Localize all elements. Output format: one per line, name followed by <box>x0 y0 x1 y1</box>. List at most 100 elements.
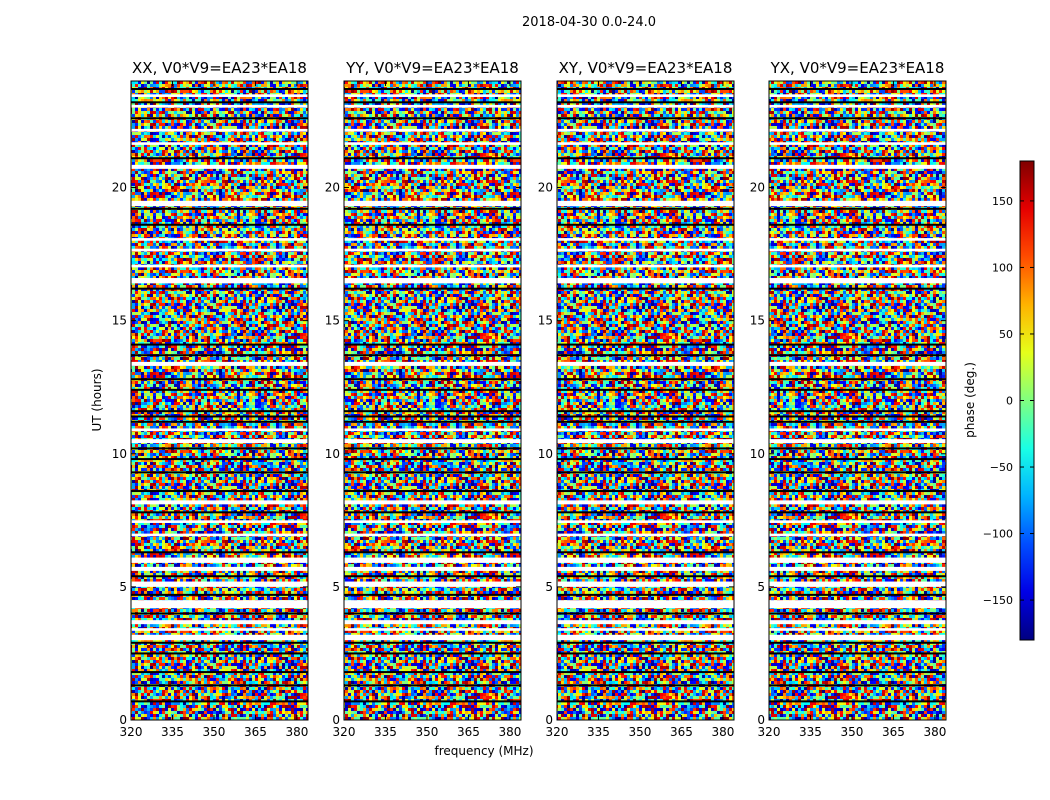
flagged-row <box>131 415 308 418</box>
gap-row <box>769 164 946 169</box>
flagged-row <box>769 157 946 160</box>
gap-row <box>557 628 734 631</box>
flagged-row <box>557 223 734 226</box>
gap-row <box>131 566 308 571</box>
gap-row <box>557 200 734 207</box>
gap-row <box>769 600 946 609</box>
flagged-row <box>344 671 521 674</box>
flagged-row <box>344 684 521 687</box>
gap-row <box>344 238 521 241</box>
y-tick-label: 15 <box>538 314 553 328</box>
flagged-row <box>131 87 308 90</box>
flagged-row <box>344 551 521 554</box>
gap-row <box>344 278 521 284</box>
gap-row <box>557 581 734 587</box>
flagged-row <box>557 490 734 493</box>
x-tick-label: 350 <box>416 725 439 739</box>
gap-row <box>557 500 734 505</box>
y-tick-label: 20 <box>538 181 553 195</box>
gap-row <box>557 104 734 108</box>
y-tick-label: 0 <box>119 713 127 727</box>
flagged-row <box>131 593 308 596</box>
flagged-row <box>344 420 521 423</box>
flagged-row <box>769 511 946 514</box>
flagged-row <box>557 354 734 357</box>
gap-row <box>344 620 521 625</box>
gap-row <box>131 361 308 366</box>
gap-row <box>344 128 521 132</box>
gap-row <box>344 520 521 523</box>
flagged-row <box>557 458 734 461</box>
y-tick-label: 15 <box>750 314 765 328</box>
flagged-row <box>557 388 734 391</box>
gap-row <box>131 500 308 505</box>
flagged-row <box>131 157 308 160</box>
flagged-row <box>131 410 308 413</box>
gap-row <box>557 94 734 97</box>
gap-row <box>131 142 308 145</box>
flagged-row <box>557 652 734 655</box>
gap-row <box>769 500 946 505</box>
gap-row <box>557 439 734 444</box>
x-tick-label: 335 <box>799 725 822 739</box>
gap-row <box>131 634 308 641</box>
x-tick-label: 365 <box>670 725 693 739</box>
flagged-row <box>131 551 308 554</box>
flagged-row <box>769 378 946 381</box>
gap-row <box>344 439 521 444</box>
flagged-row <box>769 447 946 450</box>
y-tick-label: 0 <box>332 713 340 727</box>
panel-yx: YX, V0*V9=EA23*EA18 320 335 350 365 380 0 5 10 15… <box>750 59 947 739</box>
flagged-row <box>557 410 734 413</box>
gap-row <box>769 248 946 252</box>
gap-row <box>131 520 308 523</box>
colorbar-tick-label: −100 <box>983 528 1013 541</box>
panel-frame <box>343 80 522 721</box>
panel-frame <box>556 80 735 721</box>
y-tick-label: 20 <box>750 181 765 195</box>
flagged-row <box>131 575 308 578</box>
y-tick-label: 10 <box>750 447 765 461</box>
x-tick-label: 350 <box>629 725 652 739</box>
gap-row <box>344 557 521 563</box>
flagged-row <box>557 700 734 703</box>
gap-row <box>769 238 946 241</box>
x-tick-label: 320 <box>333 725 356 739</box>
colorbar-tick-label: −150 <box>983 594 1013 607</box>
flagged-row <box>557 471 734 474</box>
gap-row <box>131 600 308 609</box>
flagged-row <box>557 447 734 450</box>
gap-row <box>557 264 734 268</box>
flagged-row <box>131 101 308 104</box>
flagged-row <box>769 415 946 418</box>
gap-row <box>344 142 521 145</box>
panel-xy: XY, V0*V9=EA23*EA18 320 335 350 365 380 0 5 10 15… <box>538 59 735 739</box>
flagged-row <box>131 343 308 346</box>
flagged-row <box>557 87 734 90</box>
panel-frame <box>130 80 309 721</box>
flagged-row <box>344 652 521 655</box>
panel-frame <box>768 80 947 721</box>
panel-xx: XX, V0*V9=EA23*EA18 320 335 350 365 380 0 5 10 15… <box>112 59 309 739</box>
flagged-row <box>557 157 734 160</box>
gap-row <box>769 428 946 432</box>
flagged-row <box>769 671 946 674</box>
y-tick-label: 0 <box>545 713 553 727</box>
flagged-row <box>344 287 521 290</box>
gap-row <box>131 264 308 268</box>
flagged-row <box>344 354 521 357</box>
panel-yy: YY, V0*V9=EA23*EA18 320 335 350 365 380 0 5 10 15… <box>325 59 522 739</box>
gap-row <box>769 94 946 97</box>
flagged-row <box>131 490 308 493</box>
gap-row <box>769 264 946 268</box>
gap-row <box>131 94 308 97</box>
flagged-row <box>557 511 734 514</box>
gap-row <box>769 278 946 284</box>
flagged-row <box>557 612 734 615</box>
flagged-row <box>769 420 946 423</box>
panel-title: YX, V0*V9=EA23*EA18 <box>770 59 945 77</box>
flagged-row <box>131 287 308 290</box>
gap-row <box>131 439 308 444</box>
flagged-row <box>131 458 308 461</box>
